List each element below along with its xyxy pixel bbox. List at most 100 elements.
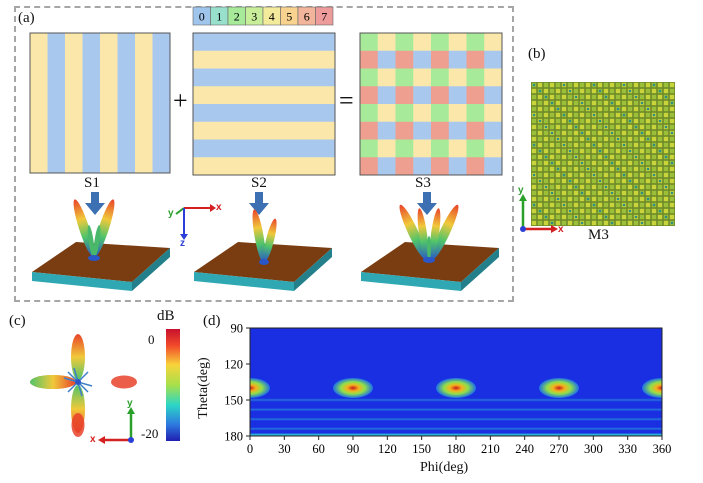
m3-unit-cell <box>567 142 573 148</box>
m3-unit-cell <box>639 136 645 142</box>
s3-cell <box>413 121 432 140</box>
m3-unit-cell <box>615 160 621 166</box>
m3-unit-cell-patch <box>640 101 644 105</box>
panel-c-label: (c) <box>9 313 26 329</box>
s3-cell <box>360 104 379 123</box>
m3-unit-cell <box>663 208 669 214</box>
m3-unit-cell <box>531 184 537 190</box>
m3-unit-cell-patch <box>562 83 566 87</box>
m3-unit-cell-patch <box>634 155 638 159</box>
m3-unit-cell <box>645 178 651 184</box>
main-beam <box>642 378 662 398</box>
m3-unit-cell-patch <box>532 173 536 177</box>
m3-unit-cell <box>621 100 627 106</box>
m3-unit-cell <box>633 106 639 112</box>
m3-label: M3 <box>588 227 609 243</box>
m3-unit-cell <box>657 190 663 196</box>
m3-unit-cell <box>591 148 597 154</box>
m3-unit-cell <box>639 112 645 118</box>
m3-unit-cell <box>615 100 621 106</box>
m3-unit-cell <box>531 94 537 100</box>
m3-unit-cell <box>555 154 561 160</box>
m3-unit-cell <box>645 172 651 178</box>
m3-unit-cell <box>549 142 555 148</box>
m3-unit-cell <box>651 160 657 166</box>
s3-cell <box>431 86 450 105</box>
m3-unit-cell <box>633 148 639 154</box>
m3-unit-cell <box>585 148 591 154</box>
m3-unit-cell <box>531 160 537 166</box>
code-digit: 7 <box>321 10 327 24</box>
m3-unit-cell <box>579 208 585 214</box>
m3-unit-cell <box>627 214 633 220</box>
m3-metasurface-image <box>531 82 675 226</box>
s2-incidence-arrow <box>249 192 269 215</box>
m3-unit-cell <box>585 178 591 184</box>
m3-unit-cell <box>669 154 675 160</box>
m3-unit-cell <box>561 178 567 184</box>
s3-cell <box>395 50 414 69</box>
m3-unit-cell <box>531 214 537 220</box>
m3-unit-cell <box>579 82 585 88</box>
m3-unit-cell <box>633 100 639 106</box>
m3-unit-cell <box>591 178 597 184</box>
m3-unit-cell <box>657 166 663 172</box>
y-tick-label: 120 <box>224 358 243 372</box>
m3-unit-cell-patch <box>538 119 542 123</box>
s3-cell <box>377 157 396 176</box>
m3-unit-cell-patch <box>646 137 650 141</box>
s3-cell <box>484 33 503 52</box>
m3-unit-cell <box>621 208 627 214</box>
m3-unit-cell <box>669 88 675 94</box>
m3-unit-cell <box>633 178 639 184</box>
m3-unit-cell <box>639 178 645 184</box>
m3-unit-cell <box>663 88 669 94</box>
m3-unit-cell <box>597 202 603 208</box>
m3-unit-cell <box>657 154 663 160</box>
m3-unit-cell <box>585 118 591 124</box>
s3-cell <box>395 157 414 176</box>
m3-unit-cell <box>639 106 645 112</box>
s2-stripe <box>193 139 335 158</box>
m3-unit-cell <box>567 196 573 202</box>
s3-cell <box>413 33 432 52</box>
m3-unit-cell <box>657 214 663 220</box>
sidelobe-band <box>250 408 662 412</box>
m3-unit-cell <box>633 208 639 214</box>
m3-unit-cell <box>555 172 561 178</box>
s3-cell <box>448 139 467 158</box>
m3-unit-cell <box>609 82 615 88</box>
m3-unit-cell <box>663 130 669 136</box>
m3-unit-cell <box>567 202 573 208</box>
s3-cell <box>360 121 379 140</box>
m3-unit-cell-patch <box>544 155 548 159</box>
m3-unit-cell <box>669 82 675 88</box>
m3-unit-cell <box>573 118 579 124</box>
m3-unit-cell <box>621 190 627 196</box>
m3-unit-cell-patch <box>574 185 578 189</box>
m3-unit-cell <box>549 94 555 100</box>
m3-unit-cell <box>579 94 585 100</box>
m3-unit-cell <box>543 112 549 118</box>
m3-unit-cell <box>639 82 645 88</box>
m3-unit-cell-patch <box>646 107 650 111</box>
m3-unit-cell <box>579 166 585 172</box>
m3-unit-cell <box>609 94 615 100</box>
m3-unit-cell-patch <box>568 209 572 213</box>
m3-unit-cell <box>561 106 567 112</box>
s2-stripe <box>193 157 335 176</box>
m3-unit-cell <box>639 196 645 202</box>
m3-unit-cell <box>603 178 609 184</box>
m3-unit-cell <box>561 88 567 94</box>
m3-unit-cell <box>573 106 579 112</box>
m3-unit-cell <box>573 208 579 214</box>
m3-unit-cell <box>627 112 633 118</box>
m3-unit-cell <box>597 142 603 148</box>
panel-b-axis-triad <box>519 194 558 233</box>
m3-unit-cell-patch <box>628 119 632 123</box>
m3-unit-cell <box>549 184 555 190</box>
m3-unit-cell <box>597 154 603 160</box>
m3-unit-cell <box>537 136 543 142</box>
m3-unit-cell <box>591 190 597 196</box>
m3-unit-cell <box>549 196 555 202</box>
